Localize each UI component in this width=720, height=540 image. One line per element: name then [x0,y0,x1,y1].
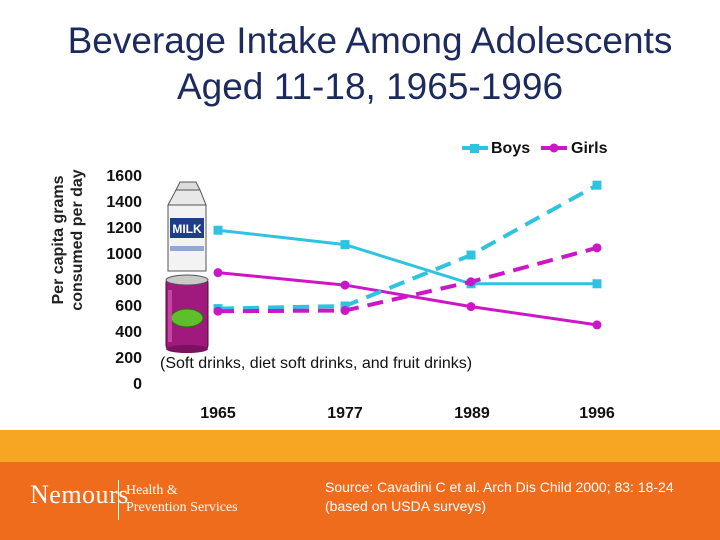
y-tick-label: 1000 [106,246,142,263]
chart-title-line-2: Aged 11-18, 1965-1996 [176,66,564,107]
logo-divider [118,480,119,520]
data-point-boys-milk-1965 [213,225,223,235]
legend-marker-girls [541,143,567,153]
series-line-boys-soft-drinks [217,183,598,311]
x-tick-label: 1989 [454,405,490,422]
legend-label-girls: Girls [571,140,608,157]
y-tick-label: 600 [115,298,142,315]
y-tick-label: 1200 [106,220,142,237]
data-point-boys-soft-drinks-1989 [466,250,476,260]
legend-marker-boys [462,144,488,153]
series-line-girls-soft-drinks [217,245,598,314]
series-layer [213,180,602,330]
chart-annotation: (Soft drinks, diet soft drinks, and frui… [160,355,473,372]
x-tick-label: 1977 [327,405,363,422]
milk-carton-icon: MILK [167,181,207,272]
footer-band-dark [0,462,720,540]
data-point-girls-milk-1989 [466,302,476,312]
logo-subtitle-line-2: Prevention Services [126,500,238,515]
logo-subtitle: Health & Prevention Services [126,482,286,516]
source-citation: Source: Cavadini C et al. Arch Dis Child… [325,479,674,514]
y-tick-label: 200 [115,350,142,367]
data-point-girls-milk-1965 [213,268,223,278]
footer-band-light [0,430,720,462]
x-tick-label: 1965 [200,405,236,422]
data-point-girls-soft-drinks-1989 [466,277,476,287]
data-point-girls-milk-1977 [340,280,350,290]
data-point-boys-milk-1977 [340,240,350,250]
y-tick-label: 0 [133,376,142,393]
series-line-girls-milk [217,271,598,327]
x-tick-label: 1996 [579,405,615,422]
logo-name: Nemours [30,480,129,509]
logo-subtitle-line-1: Health & [126,483,178,498]
y-tick-label: 800 [115,272,142,289]
data-point-girls-soft-drinks-1996 [592,243,602,253]
chart-title-line-1: Beverage Intake Among Adolescents [67,20,673,61]
data-point-boys-soft-drinks-1977 [340,301,350,311]
chart-title: Beverage Intake Among Adolescents Aged 1… [0,18,720,110]
data-point-girls-soft-drinks-1965 [213,306,223,316]
data-point-boys-milk-1996 [592,279,602,289]
svg-text:MILK: MILK [172,222,202,236]
y-tick-label: 1400 [106,194,142,211]
soda-can-icon [165,274,209,353]
data-point-boys-soft-drinks-1996 [592,180,602,190]
line-chart: MILK [165,143,602,353]
series-line-boys-milk [217,228,597,286]
legend-label-boys: Boys [491,140,531,157]
y-tick-label: 1600 [106,168,142,185]
data-point-girls-milk-1996 [592,320,602,330]
y-tick-label: 400 [115,324,142,341]
data-point-girls-soft-drinks-1977 [340,306,350,316]
